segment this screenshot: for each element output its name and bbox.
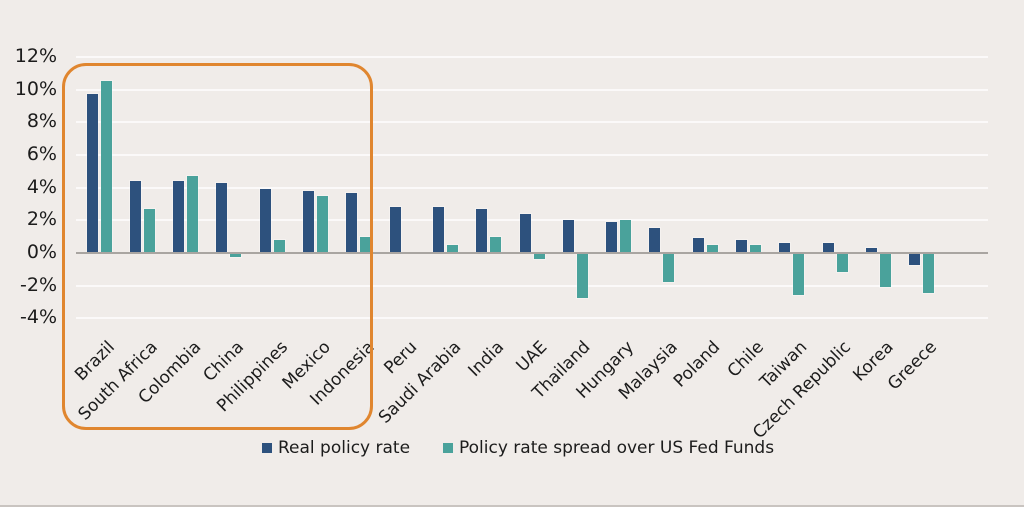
- highlight-box: [62, 63, 373, 430]
- bar-real-policy-rate-taiwan: [779, 243, 791, 253]
- y-tick-label-0: 0%: [26, 241, 57, 263]
- y-tick-label--2: -2%: [20, 273, 57, 296]
- bar-real-policy-rate-thailand: [562, 220, 574, 253]
- bar-policy-rate-spread-over-us-fed-funds-india: [490, 236, 502, 253]
- bar-policy-rate-spread-over-us-fed-funds-czech-republic: [836, 254, 848, 272]
- y-tick-label-2: 2%: [26, 208, 57, 231]
- bar-real-policy-rate-peru: [389, 207, 401, 253]
- bar-real-policy-rate-india: [476, 208, 488, 253]
- legend-item-policy-rate-spread: Policy rate spread over US Fed Funds: [443, 439, 774, 457]
- y-tick-label-6: 6%: [26, 142, 57, 165]
- gridline-4: [76, 186, 988, 189]
- bar-policy-rate-spread-over-us-fed-funds-greece: [923, 254, 935, 294]
- bar-policy-rate-spread-over-us-fed-funds-brazil: [100, 81, 112, 253]
- bar-policy-rate-spread-over-us-fed-funds-chile: [750, 244, 761, 253]
- bar-real-policy-rate-china: [216, 182, 228, 253]
- bar-real-policy-rate-south-africa: [129, 181, 141, 253]
- gridline--4: [76, 317, 988, 320]
- bar-real-policy-rate-indonesia: [346, 192, 358, 253]
- bar-real-policy-rate-greece: [909, 254, 921, 266]
- bar-policy-rate-spread-over-us-fed-funds-malaysia: [663, 254, 675, 282]
- y-tick-label-12: 12%: [14, 44, 57, 67]
- bar-real-policy-rate-colombia: [173, 181, 185, 253]
- bar-policy-rate-spread-over-us-fed-funds-south-africa: [143, 208, 155, 253]
- bar-policy-rate-spread-over-us-fed-funds-indonesia: [360, 236, 372, 253]
- legend-swatch-real-policy-rate: [262, 443, 272, 453]
- bar-policy-rate-spread-over-us-fed-funds-thailand: [576, 254, 588, 299]
- bar-policy-rate-spread-over-us-fed-funds-colombia: [187, 176, 199, 253]
- y-tick-label-8: 8%: [26, 110, 57, 133]
- bar-real-policy-rate-czech-republic: [822, 243, 834, 253]
- y-tick-label--4: -4%: [20, 306, 57, 329]
- bar-real-policy-rate-chile: [736, 239, 747, 253]
- bar-policy-rate-spread-over-us-fed-funds-mexico: [317, 195, 328, 253]
- bar-policy-rate-spread-over-us-fed-funds-poland: [706, 244, 718, 253]
- bar-policy-rate-spread-over-us-fed-funds-taiwan: [793, 254, 805, 295]
- bar-real-policy-rate-hungary: [606, 221, 618, 253]
- legend-label-policy-rate-spread: Policy rate spread over US Fed Funds: [459, 438, 775, 458]
- bar-policy-rate-spread-over-us-fed-funds-philippines: [273, 239, 285, 253]
- bar-real-policy-rate-korea: [865, 248, 877, 253]
- legend-label-real-policy-rate: Real policy rate: [278, 438, 411, 458]
- gridline-10: [76, 88, 988, 91]
- bar-real-policy-rate-philippines: [259, 189, 271, 253]
- bar-policy-rate-spread-over-us-fed-funds-china: [230, 254, 242, 258]
- bar-policy-rate-spread-over-us-fed-funds-korea: [879, 254, 891, 287]
- bar-real-policy-rate-brazil: [86, 94, 98, 253]
- x-axis-label-india: India: [464, 337, 509, 381]
- page-bottom-border: [0, 505, 1024, 507]
- gridline-12: [76, 55, 988, 58]
- legend-item-real-policy-rate: Real policy rate: [262, 439, 410, 457]
- legend-swatch-policy-rate-spread: [443, 443, 453, 453]
- bar-policy-rate-spread-over-us-fed-funds-hungary: [620, 220, 632, 253]
- gridline-2: [76, 219, 988, 222]
- bar-real-policy-rate-malaysia: [649, 228, 661, 253]
- bar-real-policy-rate-saudi-arabia: [432, 207, 444, 253]
- y-tick-label-10: 10%: [14, 77, 57, 100]
- gridline--2: [76, 284, 988, 287]
- bar-policy-rate-spread-over-us-fed-funds-saudi-arabia: [446, 244, 458, 253]
- x-axis-line: [76, 252, 988, 254]
- bar-real-policy-rate-poland: [692, 238, 704, 253]
- gridline-6: [76, 153, 988, 156]
- bar-real-policy-rate-mexico: [303, 190, 314, 253]
- bar-policy-rate-spread-over-us-fed-funds-uae: [533, 254, 545, 259]
- y-tick-label-4: 4%: [26, 175, 57, 198]
- x-axis-label-poland: Poland: [670, 337, 725, 392]
- bar-real-policy-rate-uae: [519, 213, 531, 253]
- gridline-8: [76, 121, 988, 124]
- x-axis-label-uae: UAE: [512, 337, 552, 377]
